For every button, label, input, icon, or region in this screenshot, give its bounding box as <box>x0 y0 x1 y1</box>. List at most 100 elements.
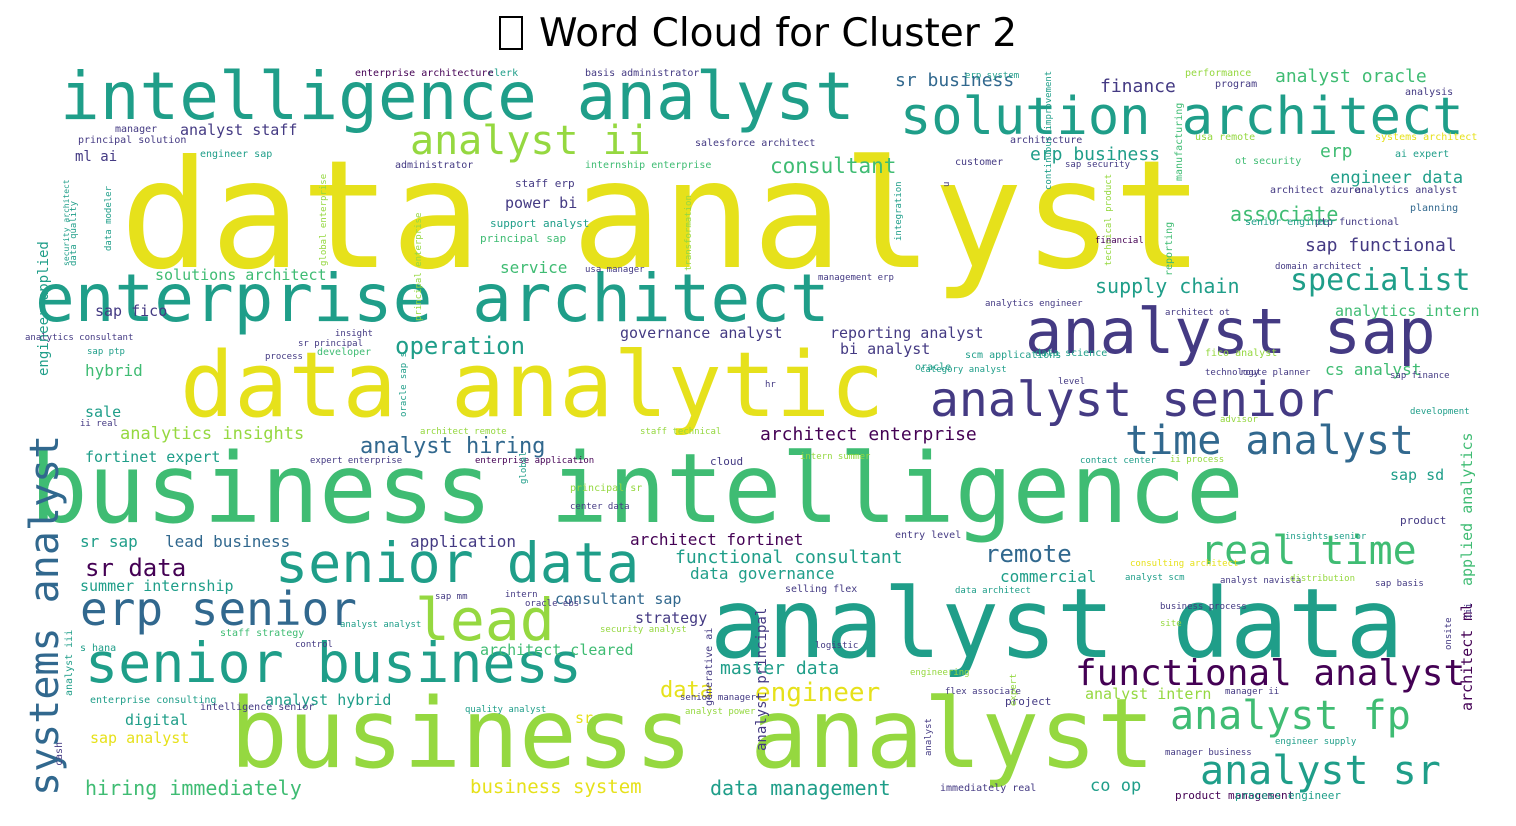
cloud-word: erp <box>1320 141 1353 162</box>
cloud-word: analytics consultant <box>25 333 134 343</box>
cloud-word: manager <box>115 124 158 135</box>
cloud-word: manufacturing <box>1174 102 1185 181</box>
cloud-word: architect azure <box>1270 185 1361 196</box>
cloud-word: digital <box>125 711 189 729</box>
cloud-word: architect fortinet <box>630 530 804 549</box>
cloud-word: associate <box>1230 202 1339 226</box>
cloud-word: staff technical <box>640 427 722 437</box>
cloud-word: security analyst <box>600 625 687 635</box>
cloud-word: analyst fp <box>1170 693 1411 739</box>
cloud-word: consulting architect <box>1130 559 1239 569</box>
cloud-word: senior data <box>275 531 640 595</box>
cloud-word: data quality <box>69 200 79 266</box>
cloud-word: engineer data <box>1330 168 1464 188</box>
cloud-word: service <box>500 258 568 277</box>
cloud-word: senior manager <box>680 693 756 703</box>
cloud-word: principal solution <box>78 135 187 146</box>
cloud-word: principal enterprise <box>414 212 424 321</box>
cloud-word: immediately real <box>940 783 1037 794</box>
cloud-word: analyst scm <box>1125 573 1185 583</box>
cloud-word: advisor <box>1220 415 1258 425</box>
cloud-word: architect ot <box>1165 308 1231 318</box>
cloud-word: hiring immediately <box>85 776 302 800</box>
cloud-word: senior business <box>85 631 582 695</box>
cloud-word: technology <box>1205 368 1260 378</box>
cloud-word: flex associate <box>945 687 1021 697</box>
cloud-word: enterprise architecture <box>355 68 494 79</box>
cloud-word: commercial <box>1000 567 1097 586</box>
cloud-word: sap functional <box>1305 235 1457 256</box>
cloud-word: architecture <box>1010 135 1083 146</box>
cloud-word: basis administrator <box>585 68 700 79</box>
chart-title: Word Cloud for Cluster 2 <box>0 6 1516 62</box>
cloud-word: oracle <box>915 362 952 373</box>
cloud-word: data science <box>1035 348 1108 359</box>
cloud-word: analytics insights <box>120 424 305 444</box>
cloud-word: center data <box>570 502 630 512</box>
cloud-word: continuous improvement <box>1044 70 1054 190</box>
cloud-word: route planner <box>1240 368 1311 378</box>
cloud-word: engineer supply <box>1275 737 1357 747</box>
cloud-word: business process <box>1160 602 1247 612</box>
cloud-word: engineering <box>910 668 970 678</box>
cloud-word: analyst navista <box>1220 576 1302 586</box>
cloud-word: sap mm <box>435 592 468 602</box>
cloud-word: level <box>1058 377 1086 387</box>
cloud-word: administrator <box>395 160 474 171</box>
cloud-word: analyst iii <box>64 629 75 696</box>
cloud-word: bi analyst <box>840 340 931 358</box>
cloud-word: iii <box>1464 602 1474 619</box>
cloud-word: enterprise consulting <box>90 695 217 706</box>
cloud-word: consultant sap <box>555 590 682 608</box>
cloud-word: data management <box>710 776 891 800</box>
cloud-word: strategy <box>635 609 708 627</box>
cloud-word: support analyst <box>490 217 590 230</box>
cloud-word: analyst sap <box>1025 295 1436 368</box>
cloud-word: master data <box>720 658 840 679</box>
cloud-word: usa manager <box>585 265 645 275</box>
cloud-word: scm applications <box>965 350 1062 361</box>
cloud-word: management erp <box>818 273 894 283</box>
cloud-word: erp system <box>965 71 1020 81</box>
cloud-word: analyst analyst <box>340 620 422 630</box>
cloud-word: co op <box>1090 776 1142 796</box>
cloud-word: analyst data <box>710 568 1404 680</box>
cloud-word: product <box>1400 514 1447 527</box>
cloud-word: systems architect <box>1375 132 1478 143</box>
cloud-word: sr sap <box>80 532 138 551</box>
cloud-word: hybrid <box>85 361 143 380</box>
cloud-word: financial <box>1095 236 1144 246</box>
cloud-word: data analytic <box>180 333 885 438</box>
cloud-word: performance <box>1185 68 1252 79</box>
cloud-word: quality analyst <box>465 705 547 715</box>
cloud-word: analyst oracle <box>1275 66 1427 87</box>
cloud-word: entry level <box>895 530 962 541</box>
cloud-word: sr business <box>895 70 1015 91</box>
cloud-word: salesforce architect <box>695 138 816 149</box>
cloud-word: remote <box>985 540 1072 568</box>
cloud-word: customer <box>955 157 1004 168</box>
cloud-word: fico analyst <box>1205 348 1278 359</box>
cloud-word: ai expert <box>1395 149 1450 160</box>
cloud-word: functional analyst <box>1075 653 1466 694</box>
cloud-word: analyst intern <box>1085 685 1212 703</box>
cloud-word: analytics analyst <box>1355 185 1458 196</box>
cloud-word: senior engineer <box>1245 217 1336 228</box>
cloud-word: sap sd <box>1390 466 1445 484</box>
cloud-word: global enterprise <box>319 173 329 266</box>
cloud-word: analyst senior <box>930 372 1335 428</box>
cloud-word: expert enterprise <box>310 456 403 466</box>
cloud-word: engineer applied <box>36 241 52 376</box>
cloud-word: distribution <box>1290 574 1356 584</box>
cloud-word: manager ii <box>1225 687 1280 697</box>
word-cloud: data analyst intelligence analyst solution… <box>20 66 1496 810</box>
cloud-word: domain architect <box>1275 262 1362 272</box>
cloud-word: sr principal <box>298 339 364 349</box>
cloud-word: security architect <box>62 179 71 266</box>
cloud-word: business system <box>470 776 642 798</box>
cloud-word: cs analyst <box>1325 360 1422 379</box>
cloud-word: engineer sap <box>200 149 273 160</box>
cloud-word: generative ai <box>704 627 715 706</box>
cloud-word: functional consultant <box>675 547 903 568</box>
cloud-word: fortinet expert <box>85 448 221 466</box>
